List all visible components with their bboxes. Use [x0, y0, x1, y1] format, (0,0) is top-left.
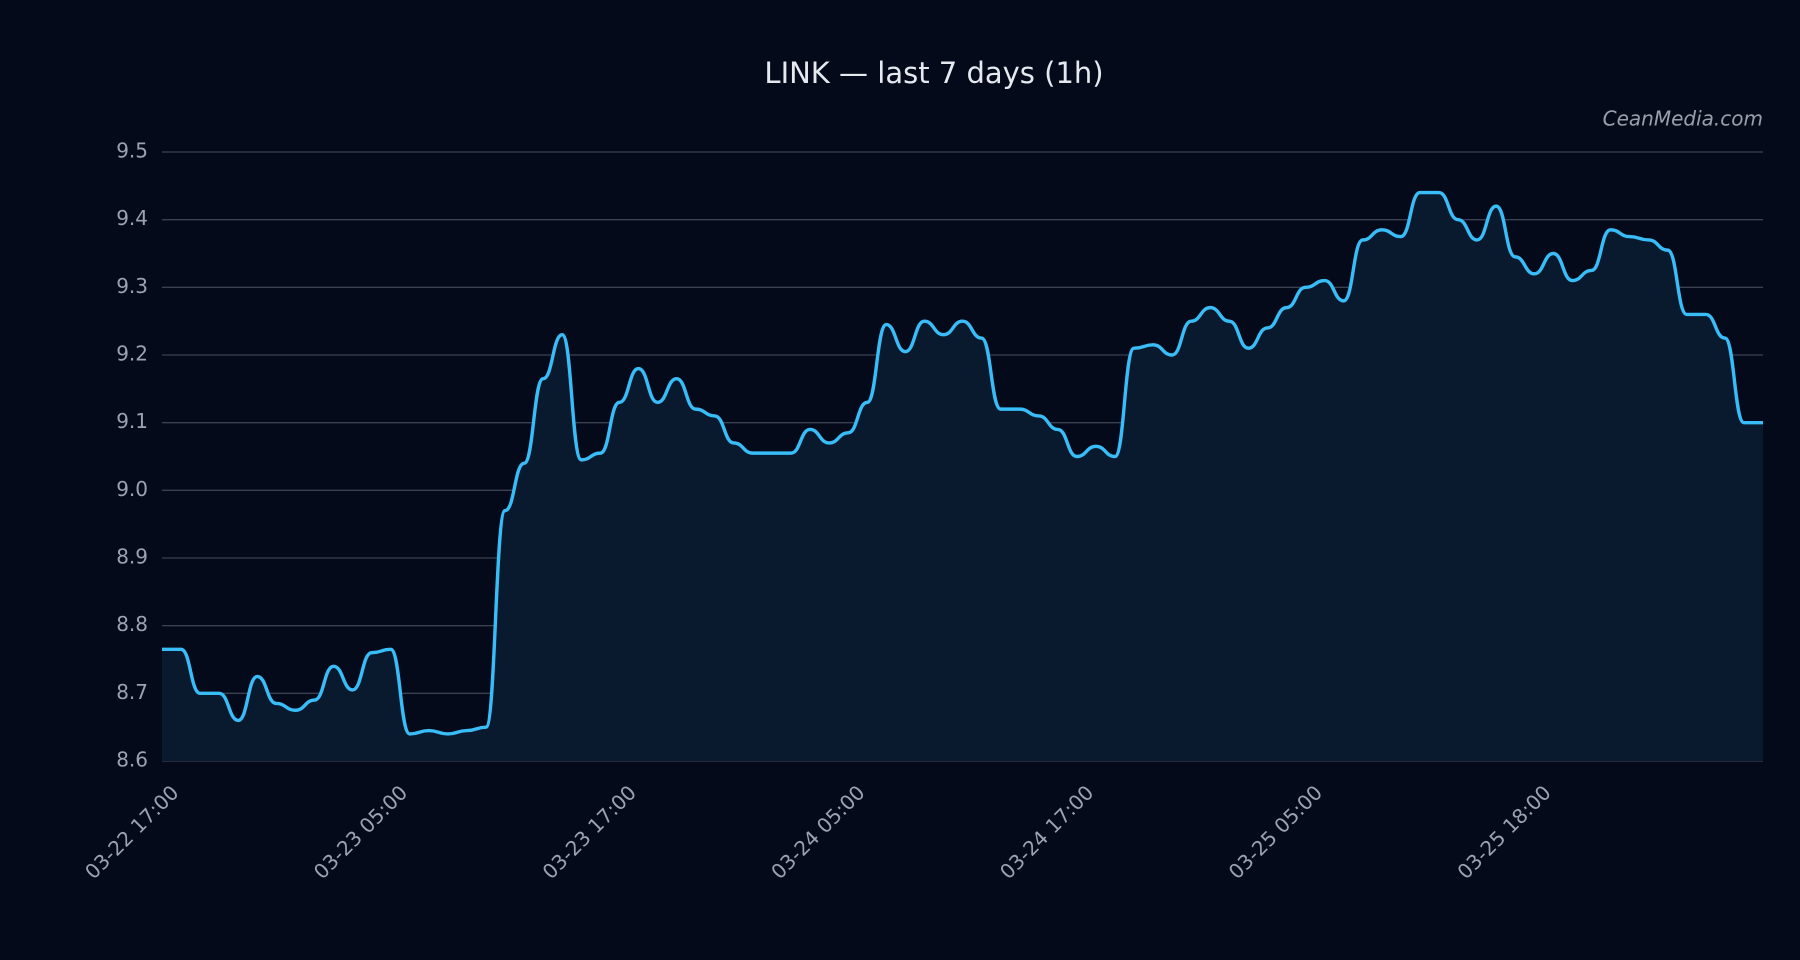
y-tick-label: 9.5: [116, 139, 148, 163]
y-tick-label: 9.2: [116, 342, 148, 366]
x-tick-label: 03-23 05:00: [309, 780, 412, 883]
x-tick-label: 03-24 05:00: [766, 780, 869, 883]
y-tick-label: 8.7: [116, 680, 148, 704]
watermark: CeanMedia.com: [1603, 107, 1763, 131]
x-tick-label: 03-23 17:00: [538, 780, 641, 883]
area: [162, 192, 1763, 762]
x-tick-label: 03-25 18:00: [1452, 780, 1555, 883]
y-tick-label: 8.9: [116, 545, 148, 569]
y-tick-label: 9.1: [116, 409, 148, 433]
y-tick-label: 9.4: [116, 206, 148, 230]
y-tick-label: 9.3: [116, 274, 148, 298]
line: [162, 190, 1763, 736]
chart-title: LINK — last 7 days (1h): [764, 56, 1103, 90]
y-tick-label: 8.6: [116, 748, 148, 772]
x-tick-label: 03-25 05:00: [1224, 780, 1327, 883]
x-tick-label: 03-24 17:00: [995, 780, 1098, 883]
y-tick-label: 8.8: [116, 612, 148, 636]
y-tick-label: 9.0: [116, 477, 148, 501]
x-tick-label: 03-22 17:00: [80, 780, 183, 883]
